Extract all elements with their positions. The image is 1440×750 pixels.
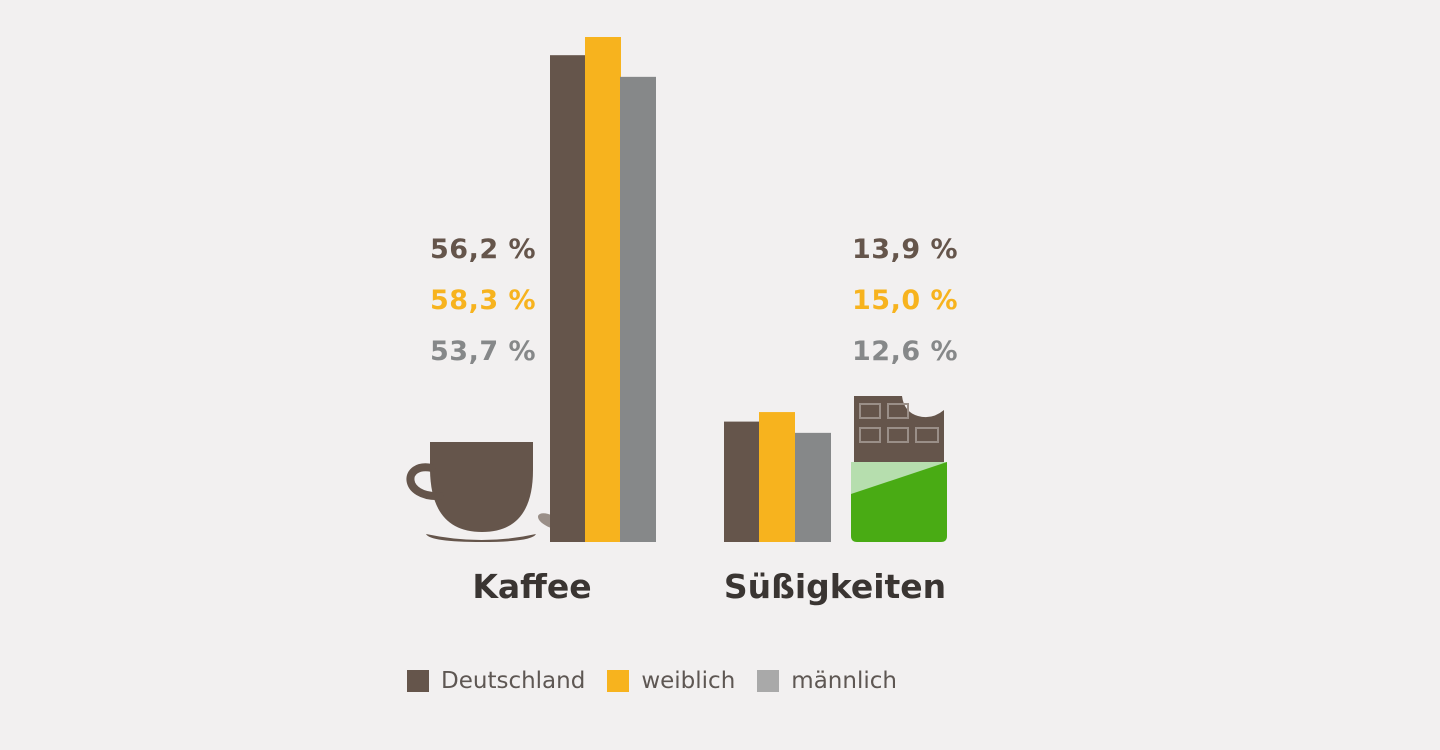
legend-item-maennlich: männlich [757,668,897,694]
legend-swatch-deutschland [407,670,429,692]
legend-swatch-weiblich [607,670,630,692]
value-label-suessigkeiten-deutschland: 13,9 % [852,234,959,265]
bar-suessigkeiten-weiblich [759,412,795,542]
bar-kaffee-maennlich [620,76,656,542]
legend-item-deutschland: Deutschland [407,668,585,694]
value-label-kaffee-weiblich: 58,3 % [430,285,537,316]
chocolate-bar-icon [851,396,947,542]
bar-suessigkeiten-maennlich [795,432,831,542]
value-label-kaffee-deutschland: 56,2 % [430,234,537,265]
legend-label-weiblich: weiblich [641,668,736,694]
category-label-suessigkeiten: Süßigkeiten [723,567,947,606]
coffee-cup-icon [406,442,563,542]
bar-suessigkeiten-deutschland [724,421,760,542]
value-label-kaffee-maennlich: 53,7 % [430,336,537,367]
legend-item-weiblich: weiblich [607,668,735,694]
legend-label-maennlich: männlich [791,668,897,694]
legend: Deutschland weiblich männlich [407,668,919,694]
bar-kaffee-weiblich [585,37,621,542]
legend-label-deutschland: Deutschland [441,668,586,694]
value-label-suessigkeiten-maennlich: 12,6 % [852,336,959,367]
bar-kaffee-deutschland [550,55,586,542]
value-label-suessigkeiten-weiblich: 15,0 % [852,285,959,316]
category-label-kaffee: Kaffee [472,567,592,606]
legend-swatch-maennlich [757,670,780,692]
